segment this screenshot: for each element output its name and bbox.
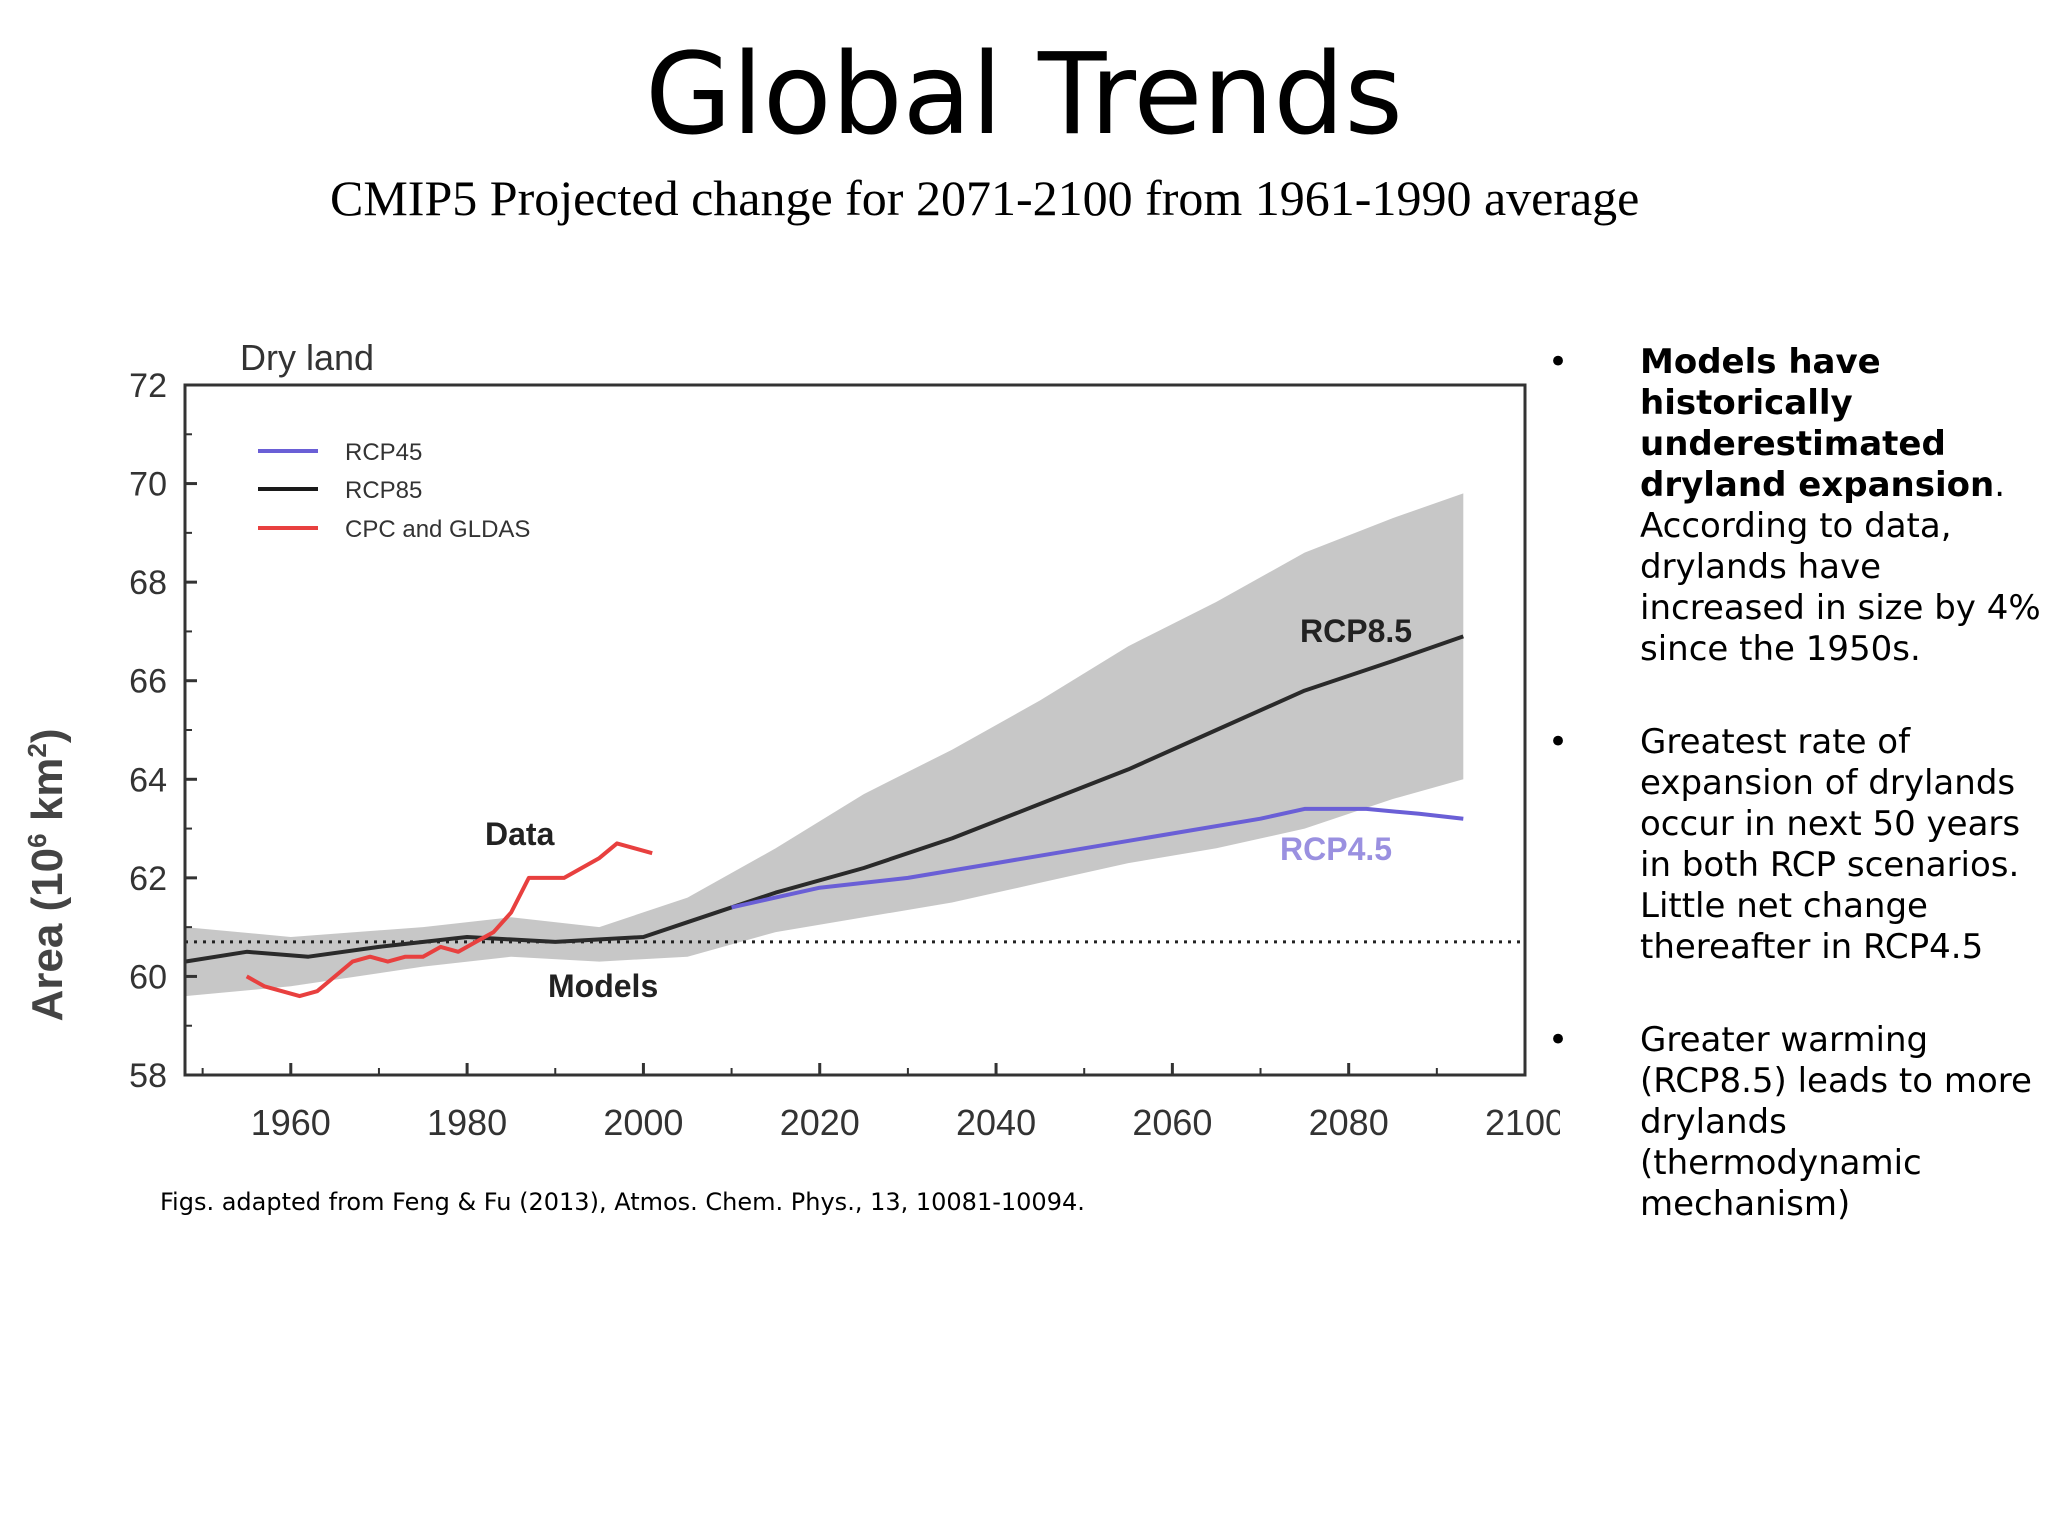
uncertainty-band bbox=[185, 493, 1464, 997]
x-tick-label: 2080 bbox=[1309, 1102, 1389, 1143]
y-tick-label: 62 bbox=[129, 860, 167, 898]
annotation-rcp85: RCP8.5 bbox=[1300, 613, 1412, 649]
slide-title: Global Trends bbox=[645, 30, 1403, 160]
bullet-item: • Greatest rate of expansion of drylands… bbox=[1548, 722, 2048, 968]
x-tick-label: 2020 bbox=[780, 1102, 860, 1143]
bullet-bold-text: Models have historically underestimated … bbox=[1640, 342, 1995, 505]
series-line-cpc-and-gldas bbox=[245, 841, 653, 999]
y-tick-label: 72 bbox=[129, 367, 167, 405]
x-tick-label: 1980 bbox=[427, 1102, 507, 1143]
legend-label-rcp85: RCP85 bbox=[345, 477, 422, 504]
y-tick-label: 64 bbox=[129, 761, 167, 799]
annotation-data: Data bbox=[485, 816, 555, 852]
y-axis-label-sup: 6 bbox=[22, 833, 52, 847]
y-tick-label: 70 bbox=[129, 466, 167, 504]
chart-title: Dry land bbox=[240, 337, 374, 378]
x-tick-label: 2040 bbox=[956, 1102, 1036, 1143]
legend-label-rcp45: RCP45 bbox=[345, 439, 422, 466]
y-axis-label-prefix: Area (10 bbox=[23, 848, 72, 1022]
y-tick-label: 68 bbox=[129, 564, 167, 602]
x-tick-label: 1960 bbox=[251, 1102, 331, 1143]
y-tick-label: 66 bbox=[129, 663, 167, 701]
series-line-rcp45 bbox=[731, 806, 1464, 910]
bullet-item: • Models have historically underestimate… bbox=[1548, 342, 2048, 670]
legend: RCP45 RCP85 CPC and GLDAS bbox=[258, 439, 530, 543]
bullet-item: • Greater warming (RCP8.5) leads to more… bbox=[1548, 1020, 2048, 1225]
dry-land-chart: Dry land Area (106 km2) 1960 1980 2000 2020… bbox=[22, 337, 1560, 1143]
bullet-text: Greater warming (RCP8.5) leads to more d… bbox=[1640, 1020, 2032, 1224]
y-tick-label: 60 bbox=[129, 958, 167, 996]
bullet-marker: • bbox=[1548, 1020, 1569, 1060]
bullet-text: . According to data, drylands have incre… bbox=[1640, 465, 2041, 669]
y-axis-label-sup2: 2 bbox=[22, 743, 52, 757]
bullet-marker: • bbox=[1548, 342, 1569, 382]
y-tick-label: 58 bbox=[129, 1057, 167, 1095]
annotation-models: Models bbox=[548, 968, 658, 1004]
series-line-rcp85 bbox=[184, 634, 1464, 964]
figure-credit: Figs. adapted from Feng & Fu (2013), Atm… bbox=[160, 1188, 1085, 1216]
annotation-rcp45: RCP4.5 bbox=[1280, 831, 1392, 867]
legend-label-cpc-gldas: CPC and GLDAS bbox=[345, 516, 530, 543]
y-axis-label-suffix: ) bbox=[23, 728, 72, 743]
y-axis-label-mid: km bbox=[23, 758, 72, 834]
y-axis-label: Area (106 km2) bbox=[22, 728, 72, 1021]
x-tick-label: 2060 bbox=[1132, 1102, 1212, 1143]
slide-subtitle: CMIP5 Projected change for 2071-2100 fro… bbox=[330, 170, 1640, 226]
bullet-list: • Models have historically underestimate… bbox=[1548, 342, 2048, 1277]
bullet-marker: • bbox=[1548, 722, 1569, 762]
x-tick-label: 2100 bbox=[1485, 1102, 1560, 1143]
bullet-text: Greatest rate of expansion of drylands o… bbox=[1640, 722, 2021, 967]
x-tick-label: 2000 bbox=[603, 1102, 683, 1143]
